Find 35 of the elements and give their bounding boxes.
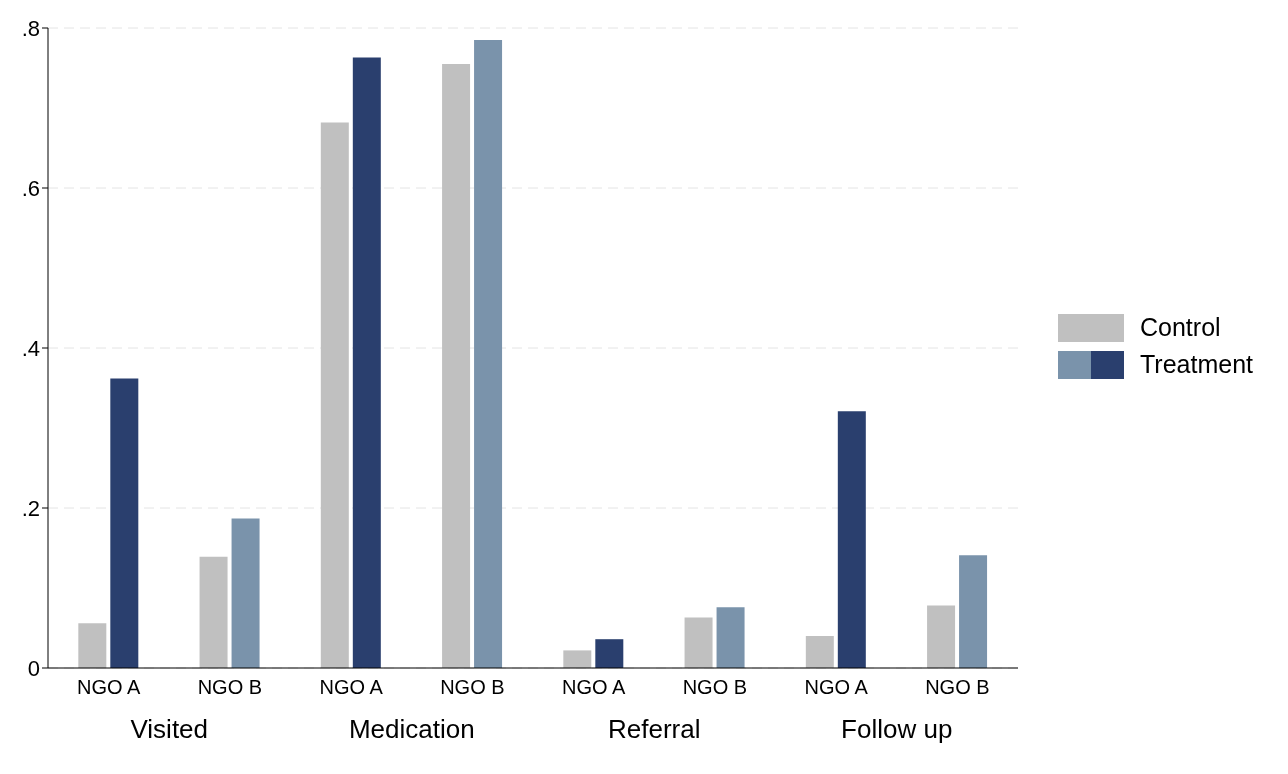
text: Referral xyxy=(608,714,701,744)
bar xyxy=(837,411,866,668)
x-tick-label: NGO B xyxy=(682,676,748,698)
x-tick-label: NGO A xyxy=(804,676,869,698)
bar xyxy=(474,40,503,668)
bar xyxy=(110,378,139,668)
y-tick-label: .2 xyxy=(21,495,40,521)
text: Medication xyxy=(348,714,475,744)
bar xyxy=(78,623,107,668)
y-tick-label: .8 xyxy=(21,15,40,41)
legend-label: Control xyxy=(1140,313,1221,342)
x-tick-label: NGO B xyxy=(440,676,505,698)
bar xyxy=(352,57,381,668)
x-tick-label: NGO A xyxy=(76,676,141,698)
bar xyxy=(595,639,624,668)
x-tick-label: NGO B xyxy=(197,676,263,698)
bar xyxy=(199,556,228,668)
bar xyxy=(959,555,988,668)
legend-label: Treatment xyxy=(1140,350,1254,379)
bar xyxy=(320,122,349,668)
bar xyxy=(805,636,834,668)
y-tick-label: .4 xyxy=(21,335,40,361)
bar xyxy=(563,650,592,668)
bar xyxy=(716,607,745,668)
x-tick-label: NGO B xyxy=(925,676,990,698)
x-tick-label: NGO A xyxy=(561,676,626,698)
bar xyxy=(442,64,471,668)
bar xyxy=(231,518,260,668)
x-tick-label: NGO A xyxy=(319,676,384,698)
text: Follow up xyxy=(841,714,953,744)
bar xyxy=(684,617,713,668)
y-tick-label: 0 xyxy=(27,655,40,681)
text: Visited xyxy=(130,714,209,744)
y-tick-label: .6 xyxy=(21,175,40,201)
bar xyxy=(927,605,956,668)
